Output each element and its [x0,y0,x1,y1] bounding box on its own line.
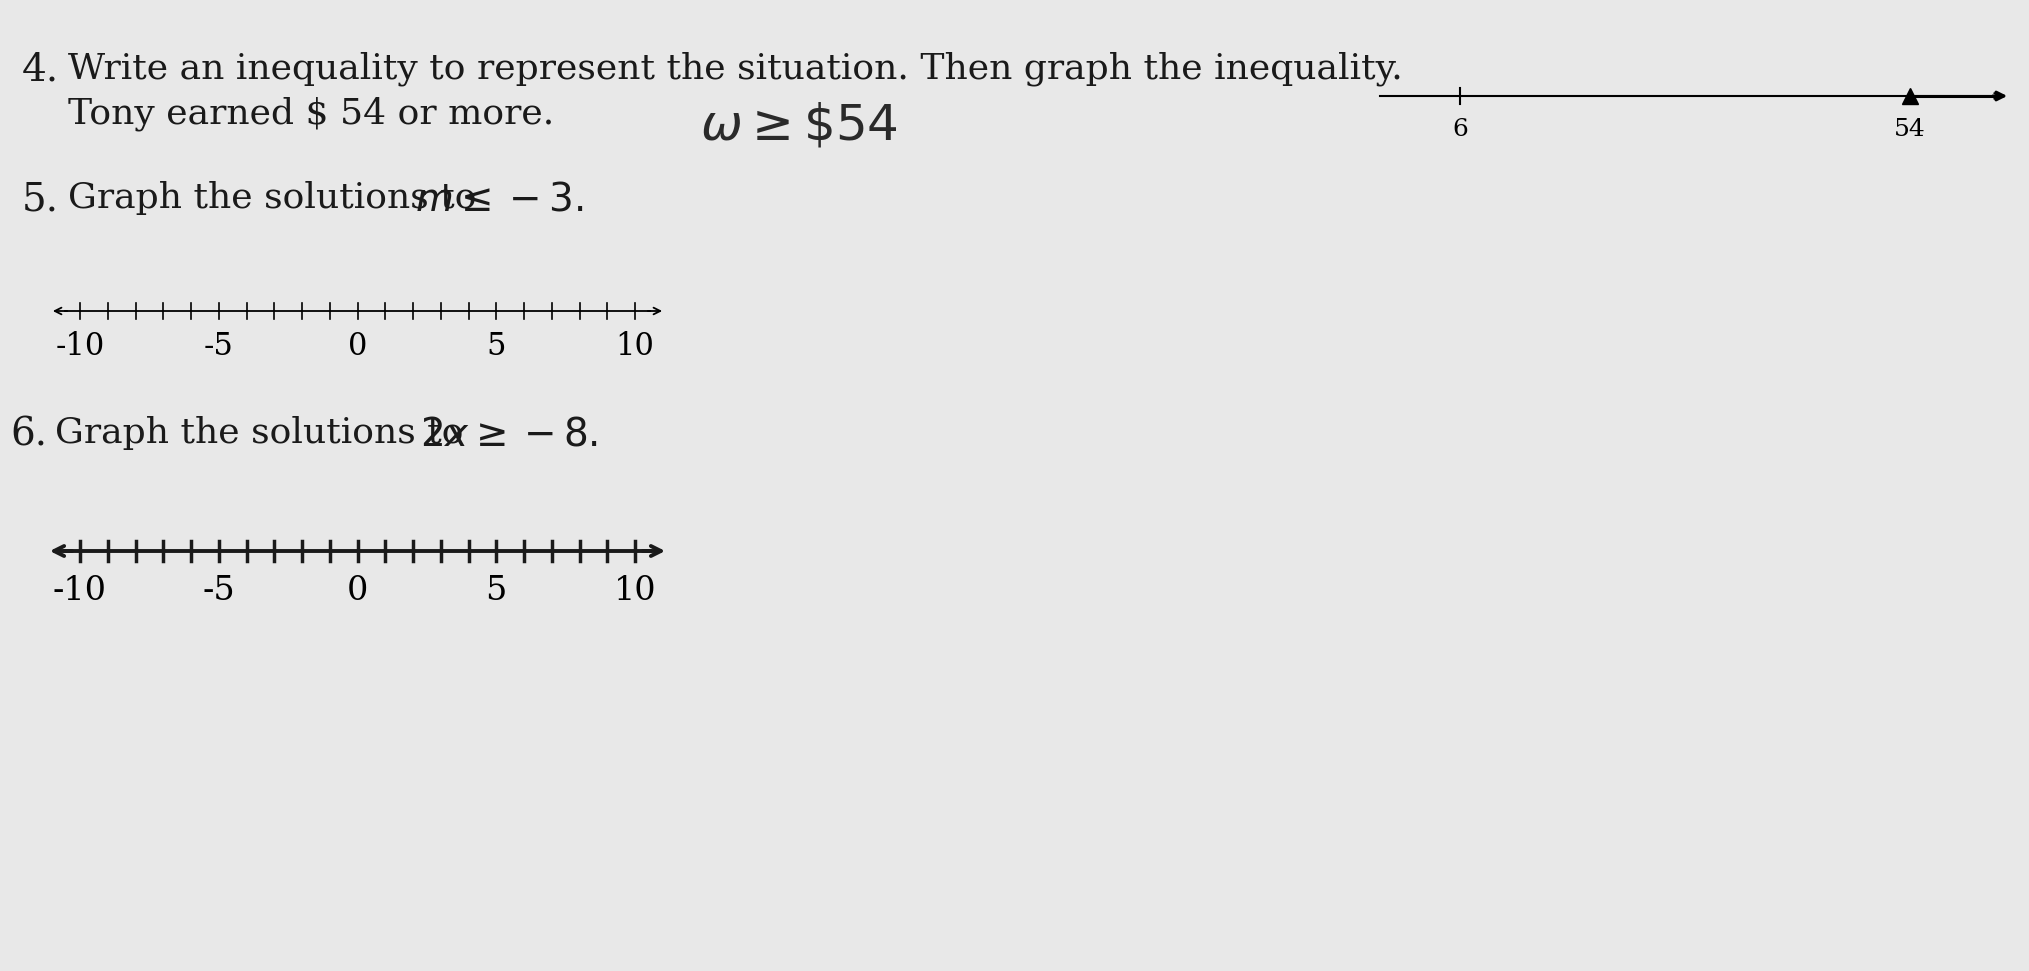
Text: Graph the solutions to: Graph the solutions to [69,181,489,215]
Text: Graph the solutions to: Graph the solutions to [55,416,487,450]
Text: 10: 10 [613,575,655,607]
Text: $2x \geq -8.$: $2x \geq -8.$ [420,416,599,453]
Text: 4.: 4. [22,51,59,88]
Text: -10: -10 [55,331,106,362]
Text: $\omega \geq \$54$: $\omega \geq \$54$ [700,101,899,151]
Text: -5: -5 [203,331,233,362]
Text: 0: 0 [347,575,367,607]
Text: $m \leq -3.$: $m \leq -3.$ [416,181,582,218]
Text: Tony earned $ 54 or more.: Tony earned $ 54 or more. [69,96,554,130]
Text: 5.: 5. [22,181,59,218]
Text: -10: -10 [53,575,108,607]
Text: 5: 5 [485,575,507,607]
Text: 54: 54 [1895,118,1926,141]
Text: 10: 10 [615,331,655,362]
Text: 0: 0 [347,331,367,362]
Text: -5: -5 [203,575,235,607]
Text: 6: 6 [1453,118,1467,141]
Text: Write an inequality to represent the situation. Then graph the inequality.: Write an inequality to represent the sit… [69,51,1402,85]
Text: 5: 5 [487,331,505,362]
Text: 6.: 6. [10,416,47,453]
